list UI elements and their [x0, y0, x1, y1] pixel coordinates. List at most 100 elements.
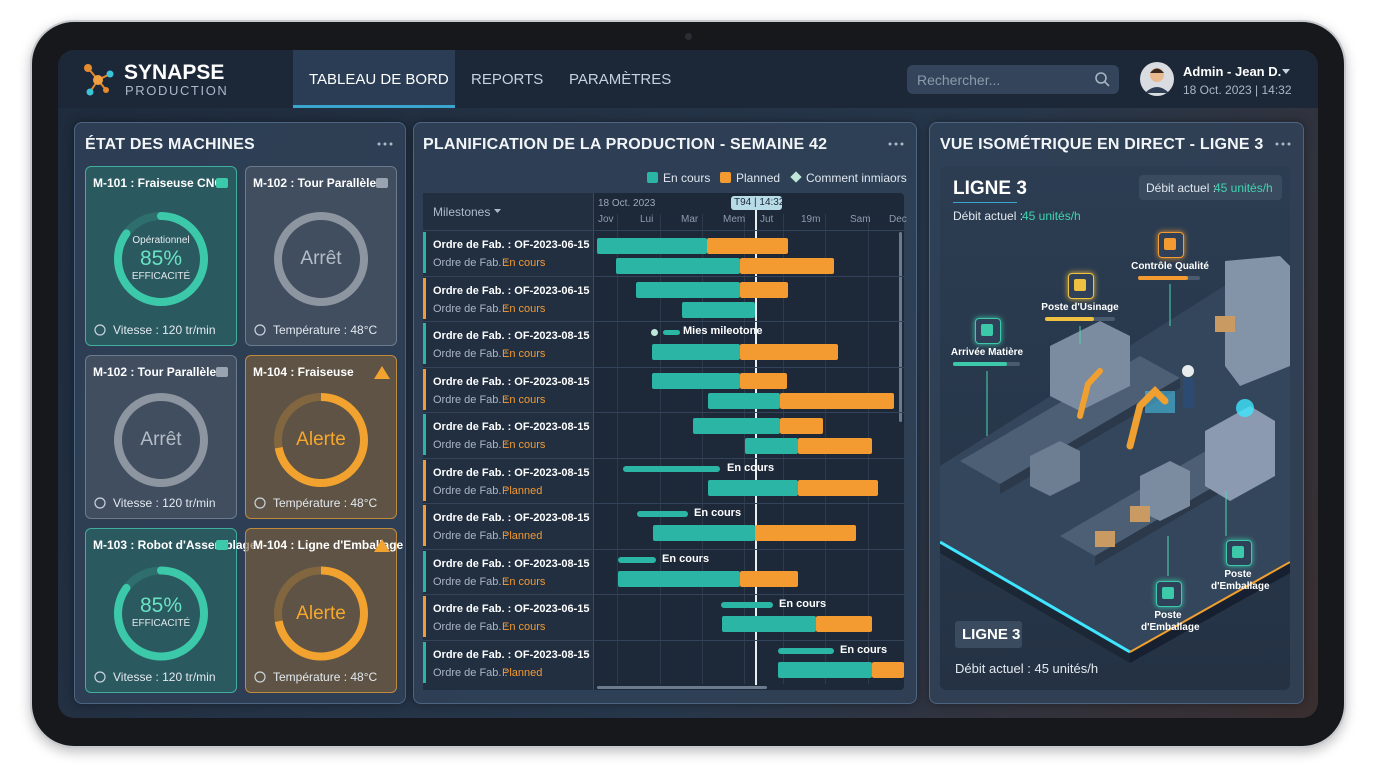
search-icon: [1095, 72, 1110, 87]
menu-icon[interactable]: [1275, 142, 1291, 146]
gantt-row-divider: [423, 457, 904, 459]
gantt-bar: [618, 556, 656, 563]
gantt-grid-line: [660, 214, 661, 684]
machine-name: M-101 : Fraiseuse CNC: [93, 176, 224, 190]
column-header[interactable]: Milestones: [433, 205, 491, 219]
machine-card[interactable]: M-102 : Tour Parallèle Arrêt Vitesse : 120…: [85, 355, 237, 519]
status-prefix: Ordre de Fab. :: [433, 621, 508, 633]
order-status: Planned: [502, 530, 543, 542]
gantt-bar: [663, 330, 680, 335]
order-title[interactable]: Ordre de Fab. : OF-2023-08-15: [433, 648, 590, 661]
row-accent: [423, 550, 426, 592]
order-title[interactable]: Ordre de Fab. : OF-2023-06-15: [433, 239, 590, 251]
gantt-bar: [652, 344, 740, 360]
legend-entry: Comment inmiaors: [806, 171, 907, 185]
iso-scene: [940, 256, 1290, 663]
footer-icon: [254, 671, 266, 683]
robot-arm: [1126, 386, 1169, 450]
status-prefix: Ordre de Fab. :: [433, 575, 508, 588]
dot: [377, 142, 381, 146]
order-status: En cours: [502, 302, 546, 315]
bar-label: Mies mileotone: [683, 325, 763, 337]
day-label: Mem: [723, 214, 746, 225]
row-accent: [423, 459, 426, 501]
machine: [1225, 256, 1290, 386]
order-title[interactable]: Ordre de Fab. : OF-2023-06-15: [433, 284, 590, 297]
gantt-bar: [721, 602, 773, 608]
gauge-sub: EFFICACITÉ: [131, 271, 191, 282]
search-placeholder: Rechercher...: [917, 72, 1001, 88]
gantt-bar: [778, 647, 834, 654]
machine-card[interactable]: M-103 : Robot d'Assemblage 85% EFFICACITÉ V…: [85, 528, 257, 693]
gantt-bar: [708, 392, 780, 409]
dot: [894, 142, 898, 146]
footer-line: LIGNE 3: [962, 626, 1021, 643]
order-status: En cours: [502, 393, 546, 406]
machine-card[interactable]: M-104 : Fraiseuse Alerte Température : 48°…: [245, 355, 397, 519]
operator: [1182, 365, 1194, 377]
row-accent: [423, 641, 426, 683]
avatar[interactable]: [1139, 61, 1175, 97]
now-marker: [731, 196, 782, 210]
gauge-caption: Opérationnel: [132, 235, 190, 246]
badge-value: 45 unités/h: [1214, 181, 1273, 195]
order-title[interactable]: Ordre de Fab. : OF-2023-08-15: [433, 375, 590, 388]
legend-entry: En cours: [663, 171, 711, 185]
gauge-state: Arrêt: [300, 248, 342, 269]
status-prefix: Ordre de Fab. :: [433, 257, 508, 269]
milestone-dot: [651, 329, 658, 336]
nav-tab[interactable]: PARAMÈTRES: [569, 71, 672, 88]
gantt-bar: [740, 372, 787, 389]
day-label: Jut: [760, 214, 774, 225]
gantt-row-divider: [423, 548, 904, 550]
column-caret: [494, 209, 501, 213]
machine-footer: Température : 48°C: [273, 670, 378, 684]
order-title[interactable]: Ordre de Fab. : OF-2023-06-15: [433, 603, 590, 615]
search-box[interactable]: [907, 65, 1119, 94]
day-label: Mar: [681, 214, 699, 225]
machine: [1140, 461, 1190, 521]
station-bar: [1045, 317, 1094, 321]
logo-node: [93, 75, 103, 85]
nav-tab[interactable]: TABLEAU DE BORD: [309, 71, 449, 88]
footer-icon: [94, 671, 106, 683]
order-status: En cours: [502, 575, 546, 588]
brand-sub: PRODUCTION: [125, 83, 229, 98]
order-title[interactable]: Ordre de Fab. : OF-2023-08-15: [433, 557, 590, 570]
v-scrollbar[interactable]: [899, 232, 902, 422]
order-title[interactable]: Ordre de Fab. : OF-2023-08-15: [433, 466, 590, 479]
legend-swatch: [720, 172, 731, 183]
machine-card[interactable]: M-101 : Fraiseuse CNC Opérationnel 85% EFFI…: [85, 166, 237, 346]
bar-label: En cours: [840, 643, 888, 656]
logo-node: [84, 64, 92, 72]
order-title[interactable]: Ordre de Fab. : OF-2023-08-15: [433, 330, 590, 342]
platform-edge: [940, 541, 1130, 663]
nav-tab[interactable]: REPORTS: [471, 71, 544, 88]
machine: [1050, 321, 1130, 411]
robot-arm: [1077, 368, 1103, 419]
machine-name: M-104 : Ligne d'Emballage: [253, 538, 404, 552]
gantt-bar: [740, 570, 798, 587]
glow-edge: [940, 540, 1131, 654]
machine-icon: [216, 367, 228, 377]
footer-icon: [94, 497, 106, 509]
gauge: [254, 539, 390, 683]
footer-icon: [94, 324, 106, 336]
logo-node: [103, 87, 109, 93]
gantt-bar: [798, 438, 872, 454]
panel-title: PLANIFICATION DE LA PRODUCTION - SEMAINE…: [423, 136, 828, 153]
order-title[interactable]: Ordre de Fab. : OF-2023-08-15: [433, 421, 590, 433]
user-name[interactable]: Admin - Jean D.: [1183, 64, 1282, 79]
user-caret[interactable]: [1282, 68, 1292, 76]
order-title[interactable]: Ordre de Fab. : OF-2023-08-15: [433, 512, 590, 524]
row-accent: [423, 323, 426, 364]
menu-icon[interactable]: [888, 142, 904, 146]
order-status: En cours: [502, 621, 546, 633]
gauge-arc: [274, 566, 368, 661]
h-scrollbar[interactable]: [597, 686, 767, 689]
gauge-arc: [274, 393, 368, 487]
machine-card[interactable]: M-102 : Tour Parallèle Arrêt Température :…: [245, 166, 397, 346]
menu-icon[interactable]: [377, 142, 393, 146]
machine-card[interactable]: M-104 : Ligne d'Emballage Alerte Températu…: [245, 528, 403, 693]
line-underline: [953, 202, 1017, 203]
